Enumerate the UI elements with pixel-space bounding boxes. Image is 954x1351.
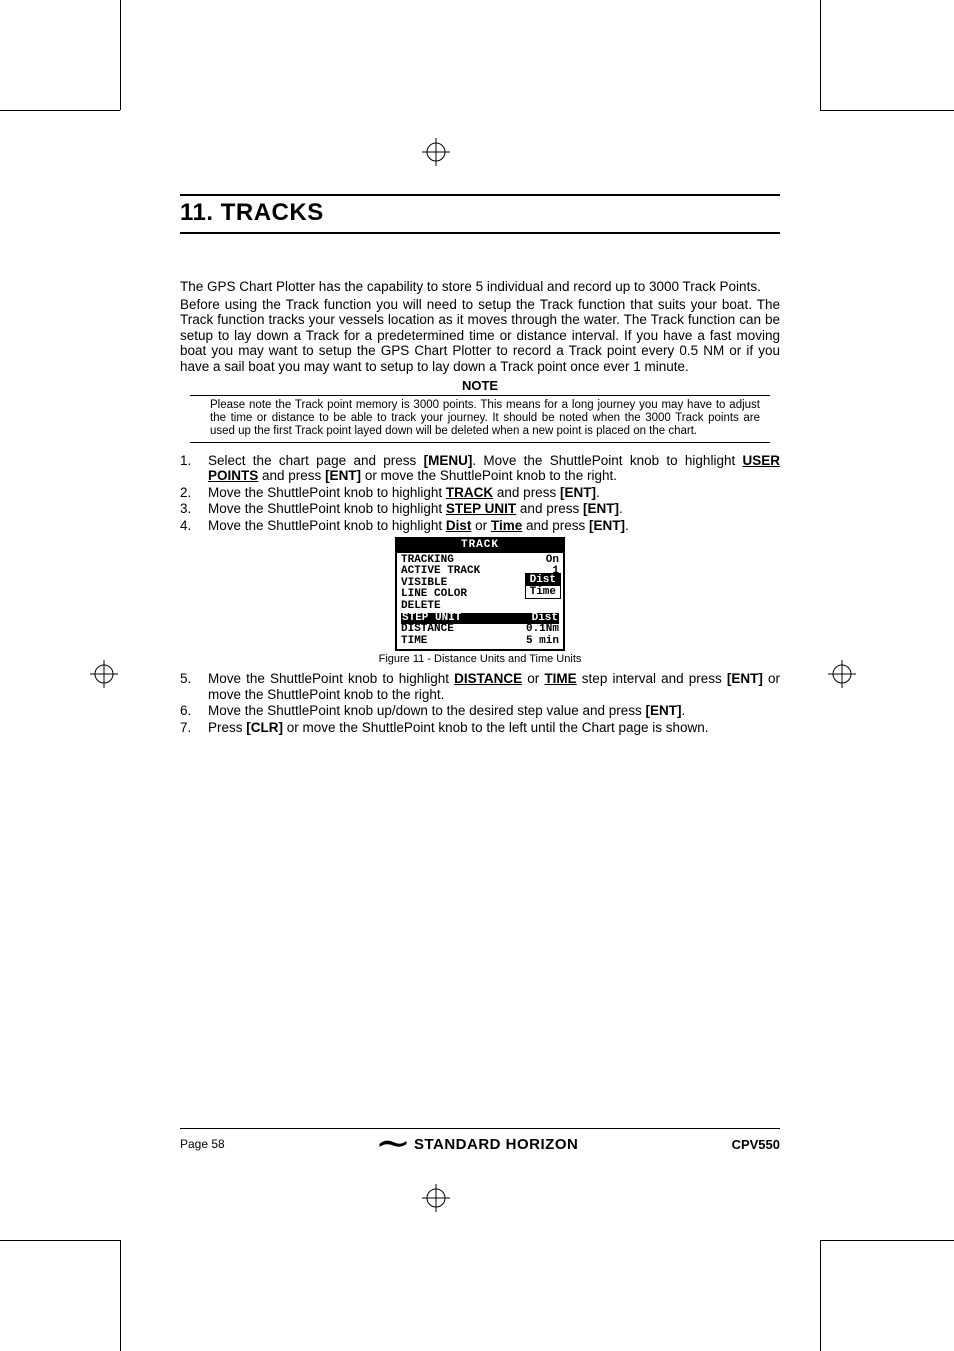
figure-wrap: TRACK TRACKINGOn ACTIVE TRACK1 VISIBLEO … [180, 537, 780, 651]
crop-mark [0, 1240, 120, 1241]
brand-logo: STANDARD HORIZON [378, 1135, 578, 1153]
steps-list-b: 5. Move the ShuttlePoint knob to highlig… [180, 671, 780, 735]
registration-mark-icon [90, 660, 118, 688]
crop-mark [820, 1240, 821, 1351]
track-title: TRACK [397, 539, 563, 553]
crop-mark [820, 1240, 954, 1241]
page-content: 11. TRACKS The GPS Chart Plotter has the… [180, 194, 780, 1154]
model-number: CPV550 [732, 1137, 780, 1152]
step-5: 5. Move the ShuttlePoint knob to highlig… [180, 671, 780, 702]
dropdown-option: Time [526, 586, 560, 598]
step-text: Move the ShuttlePoint knob to highlight … [208, 485, 600, 500]
crop-mark [820, 0, 821, 110]
track-row: TIME5 min [401, 636, 559, 648]
track-dropdown: Dist Time [525, 573, 561, 599]
step-text: Move the ShuttlePoint knob to highlight … [208, 501, 623, 516]
note-label: NOTE [180, 378, 780, 393]
track-row: DELETE [401, 601, 559, 613]
step-6: 6. Move the ShuttlePoint knob up/down to… [180, 703, 780, 719]
step-text: Move the ShuttlePoint knob to highlight … [208, 518, 629, 533]
registration-mark-icon [422, 138, 450, 166]
dropdown-selected: Dist [526, 574, 560, 586]
step-text: Move the ShuttlePoint knob to highlight … [208, 671, 780, 702]
intro-paragraph-2: Before using the Track function you will… [180, 297, 780, 375]
note-box: Please note the Track point memory is 30… [190, 395, 770, 443]
brand-swoosh-icon [378, 1135, 408, 1153]
intro-paragraph-1: The GPS Chart Plotter has the capability… [180, 279, 780, 295]
step-7: 7. Press [CLR] or move the ShuttlePoint … [180, 720, 780, 736]
crop-mark [120, 0, 121, 110]
page-number: Page 58 [180, 1137, 225, 1151]
crop-mark [120, 1240, 121, 1351]
step-text: Move the ShuttlePoint knob up/down to th… [208, 703, 685, 718]
footer: Page 58 STANDARD HORIZON CPV550 [180, 1128, 780, 1153]
crop-mark [820, 110, 954, 111]
step-text: Select the chart page and press [MENU]. … [208, 453, 780, 484]
step-1: 1. Select the chart page and press [MENU… [180, 453, 780, 484]
registration-mark-icon [828, 660, 856, 688]
track-row: DISTANCE0.1Nm [401, 624, 559, 636]
crop-mark [0, 110, 120, 111]
section-title: 11. TRACKS [180, 194, 780, 234]
steps-list-a: 1. Select the chart page and press [MENU… [180, 453, 780, 534]
step-text: Press [CLR] or move the ShuttlePoint kno… [208, 720, 709, 735]
figure-caption: Figure 11 - Distance Units and Time Unit… [180, 653, 780, 665]
registration-mark-icon [422, 1184, 450, 1212]
step-4: 4. Move the ShuttlePoint knob to highlig… [180, 518, 780, 534]
step-2: 2. Move the ShuttlePoint knob to highlig… [180, 485, 780, 501]
brand-text: STANDARD HORIZON [414, 1136, 578, 1153]
step-3: 3. Move the ShuttlePoint knob to highlig… [180, 501, 780, 517]
